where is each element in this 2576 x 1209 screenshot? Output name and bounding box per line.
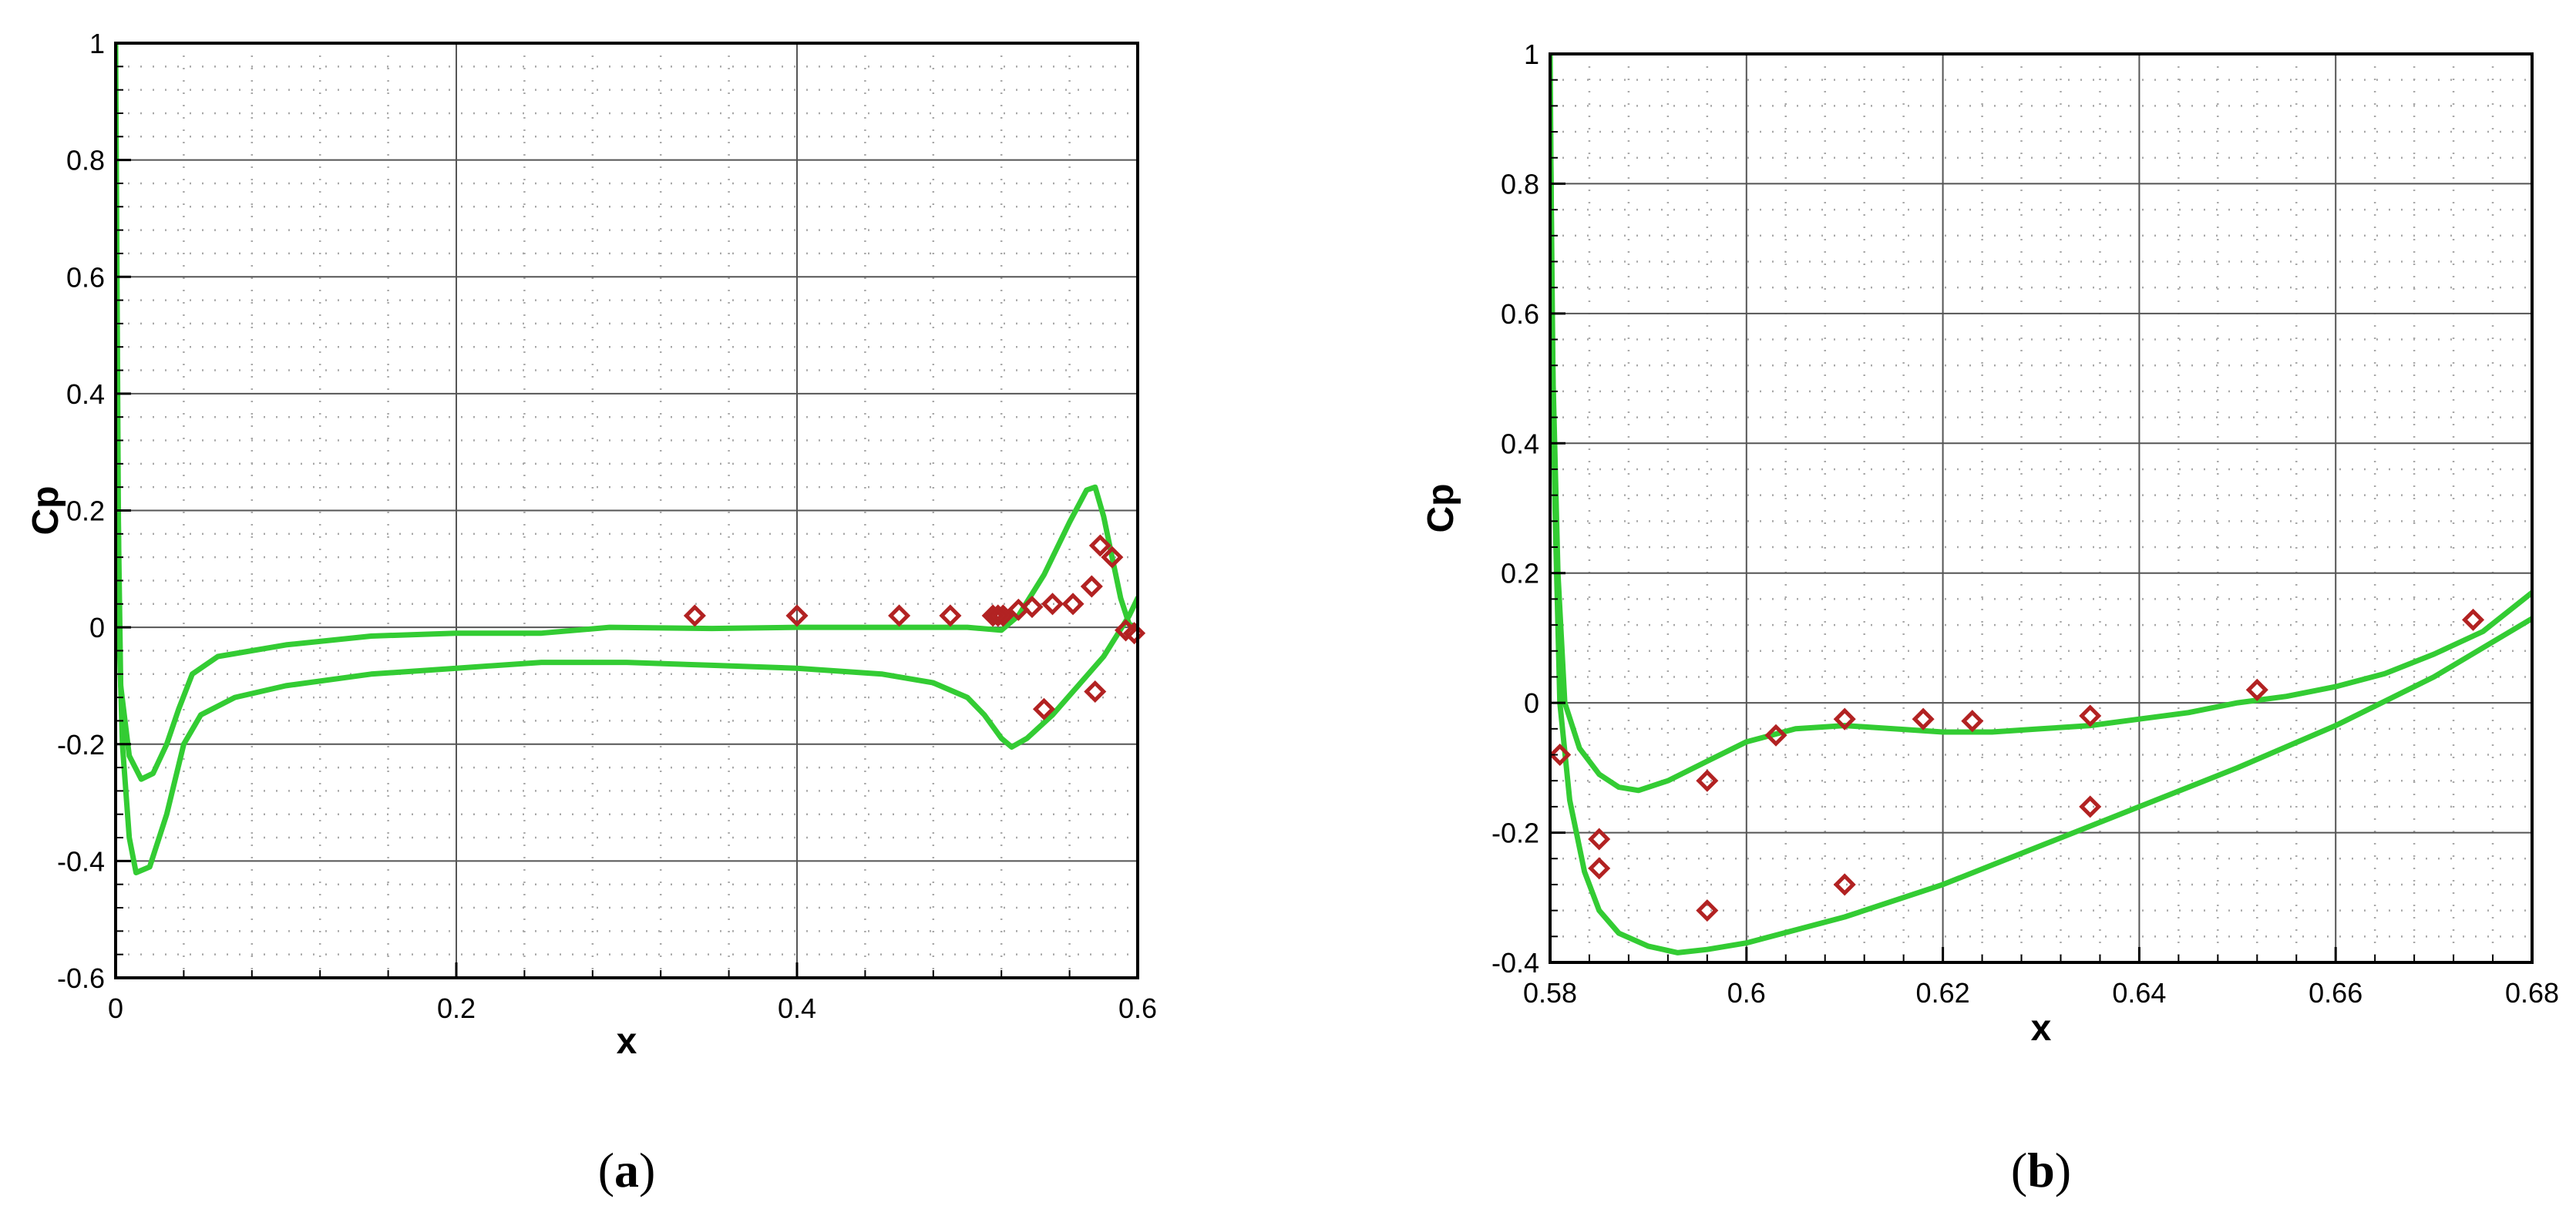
- series-line-0: [116, 43, 1138, 875]
- data-point: [2245, 678, 2268, 701]
- series-line-1: [1550, 83, 2532, 794]
- y-tick-label: 0: [89, 612, 105, 643]
- y-tick-label: 0.8: [1501, 168, 1539, 200]
- data-point: [1961, 710, 1984, 733]
- y-tick-label: 0.4: [66, 378, 105, 410]
- data-point: [1912, 707, 1935, 730]
- data-point: [1549, 743, 1572, 767]
- caption-close-paren: ): [2055, 1143, 2071, 1197]
- x-tick-label: 0: [108, 992, 123, 1024]
- data-point: [1588, 857, 1611, 880]
- subfigure-caption: (b): [2011, 1143, 2071, 1197]
- y-tick-label: 0.2: [1501, 558, 1539, 589]
- y-tick-label: 0.6: [1501, 298, 1539, 330]
- x-tick-label: 0.6: [1118, 992, 1157, 1024]
- y-tick-label: -0.6: [57, 962, 105, 994]
- data-point: [1123, 622, 1146, 645]
- y-tick-label: 0.6: [66, 261, 105, 293]
- data-point: [1696, 769, 1719, 792]
- y-tick-label: 0.8: [66, 145, 105, 176]
- subfigure-caption: (a): [598, 1143, 656, 1197]
- y-tick-label: -0.2: [57, 729, 105, 761]
- x-tick-label: 0.68: [2505, 977, 2559, 1009]
- data-point: [888, 604, 911, 627]
- data-point: [987, 604, 1010, 627]
- caption-letter: a: [614, 1143, 639, 1197]
- data-point: [1061, 593, 1085, 616]
- x-tick-label: 0.6: [1727, 977, 1766, 1009]
- series-markers-2: [683, 534, 1146, 720]
- x-tick-label: 0.2: [437, 992, 476, 1024]
- caption-close-paren: ): [639, 1143, 655, 1197]
- y-axis-title: Cp: [25, 486, 66, 536]
- x-tick-label: 0.58: [1523, 977, 1577, 1009]
- y-tick-label: -0.4: [57, 845, 105, 877]
- x-tick-label: 0.66: [2309, 977, 2362, 1009]
- x-tick-label: 0.64: [2112, 977, 2166, 1009]
- y-tick-label: 1: [1524, 39, 1539, 70]
- y-tick-label: 0.2: [66, 495, 105, 527]
- grid: [1550, 54, 2532, 962]
- caption-open-paren: (: [2011, 1143, 2027, 1197]
- x-tick-label: 0.4: [778, 992, 816, 1024]
- y-tick-label: -0.4: [1491, 947, 1539, 979]
- data-point: [1032, 697, 1055, 720]
- data-point: [2079, 795, 2102, 818]
- series-markers-2: [1549, 608, 2485, 922]
- data-point: [991, 604, 1014, 627]
- y-axis-title: Cp: [1421, 484, 1461, 533]
- chart-b: 0.58 0.6 0.62 0.64 0.66 0.68 -0.4 -0.2 0 0.2 0.4 0.…: [1421, 39, 2559, 1197]
- data-point: [1833, 873, 1856, 896]
- data-point: [939, 604, 962, 627]
- data-point: [1696, 899, 1719, 922]
- data-point: [1080, 575, 1103, 598]
- data-point: [1764, 724, 1787, 747]
- grid: [116, 43, 1138, 978]
- chart-a: 0 0.2 0.4 0.6 -0.6 -0.4 -0.2 0 0.2 0.4 0.6 0.8 1 x Cp (…: [25, 28, 1157, 1197]
- data-point: [1833, 707, 1856, 730]
- data-point: [2462, 608, 2485, 631]
- y-tick-label: 0: [1524, 687, 1539, 719]
- data-point: [1084, 680, 1107, 704]
- y-tick-label: -0.2: [1491, 818, 1539, 849]
- x-axis-title: x: [617, 1021, 637, 1062]
- data-point: [1021, 596, 1044, 619]
- data-point: [1088, 534, 1111, 557]
- series-line-1: [116, 332, 1138, 782]
- data-point: [785, 604, 809, 627]
- data-point: [683, 604, 706, 627]
- series-line-0: [1550, 54, 2532, 955]
- caption-letter: b: [2027, 1143, 2055, 1197]
- data-point: [1101, 546, 1124, 569]
- x-axis-title: x: [2031, 1008, 2052, 1049]
- y-tick-label: 1: [89, 28, 105, 59]
- x-tick-label: 0.62: [1916, 977, 1970, 1009]
- data-point: [2079, 704, 2102, 727]
- plot-frame: [1549, 52, 2534, 964]
- caption-open-paren: (: [598, 1143, 614, 1197]
- data-point: [1041, 593, 1064, 616]
- y-tick-label: 0.4: [1501, 428, 1539, 459]
- data-point: [1588, 828, 1611, 851]
